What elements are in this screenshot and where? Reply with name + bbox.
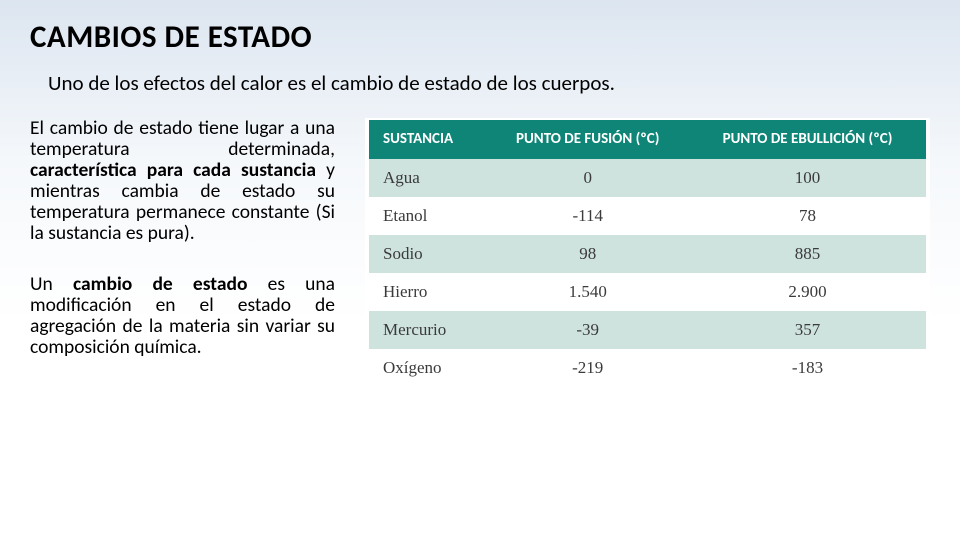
cell-sustancia: Hierro	[369, 273, 486, 311]
cell-sustancia: Etanol	[369, 197, 486, 235]
table-row: Hierro 1.540 2.900	[369, 273, 926, 311]
page-title: CAMBIOS DE ESTADO	[30, 18, 930, 56]
col-fusion: PUNTO DE FUSIÓN (ºC)	[486, 120, 689, 159]
subtitle: Uno de los efectos del calor es el cambi…	[48, 70, 930, 96]
table-body: Agua 0 100 Etanol -114 78 Sodio 98 885	[369, 159, 926, 387]
col-ebullicion: PUNTO DE EBULLICIÓN (ºC)	[689, 120, 926, 159]
table-row: Etanol -114 78	[369, 197, 926, 235]
p1-part-a: El cambio de estado tiene lugar a una te…	[30, 116, 335, 161]
table-row: Sodio 98 885	[369, 235, 926, 273]
col-sustancia: SUSTANCIA	[369, 120, 486, 159]
content-row: El cambio de estado tiene lugar a una te…	[30, 118, 930, 393]
cell-fusion: 98	[486, 235, 689, 273]
cell-fusion: 0	[486, 159, 689, 197]
substances-table: SUSTANCIA PUNTO DE FUSIÓN (ºC) PUNTO DE …	[369, 120, 926, 387]
cell-sustancia: Mercurio	[369, 311, 486, 349]
cell-ebullicion: 885	[689, 235, 926, 273]
table-header: SUSTANCIA PUNTO DE FUSIÓN (ºC) PUNTO DE …	[369, 120, 926, 159]
table-row: Oxígeno -219 -183	[369, 349, 926, 387]
cell-ebullicion: 357	[689, 311, 926, 349]
table-row: Agua 0 100	[369, 159, 926, 197]
cell-fusion: -219	[486, 349, 689, 387]
paragraph-2: Un cambio de estado es una modificación …	[30, 274, 335, 358]
cell-fusion: -39	[486, 311, 689, 349]
cell-sustancia: Agua	[369, 159, 486, 197]
substances-table-wrap: SUSTANCIA PUNTO DE FUSIÓN (ºC) PUNTO DE …	[365, 118, 930, 393]
cell-fusion: 1.540	[486, 273, 689, 311]
text-column: El cambio de estado tiene lugar a una te…	[30, 118, 335, 388]
slide: CAMBIOS DE ESTADO Uno de los efectos del…	[0, 0, 960, 413]
cell-ebullicion: 100	[689, 159, 926, 197]
cell-sustancia: Sodio	[369, 235, 486, 273]
cell-ebullicion: 78	[689, 197, 926, 235]
cell-ebullicion: -183	[689, 349, 926, 387]
cell-fusion: -114	[486, 197, 689, 235]
header-row: SUSTANCIA PUNTO DE FUSIÓN (ºC) PUNTO DE …	[369, 120, 926, 159]
paragraph-1: El cambio de estado tiene lugar a una te…	[30, 118, 335, 244]
cell-sustancia: Oxígeno	[369, 349, 486, 387]
table-row: Mercurio -39 357	[369, 311, 926, 349]
cell-ebullicion: 2.900	[689, 273, 926, 311]
